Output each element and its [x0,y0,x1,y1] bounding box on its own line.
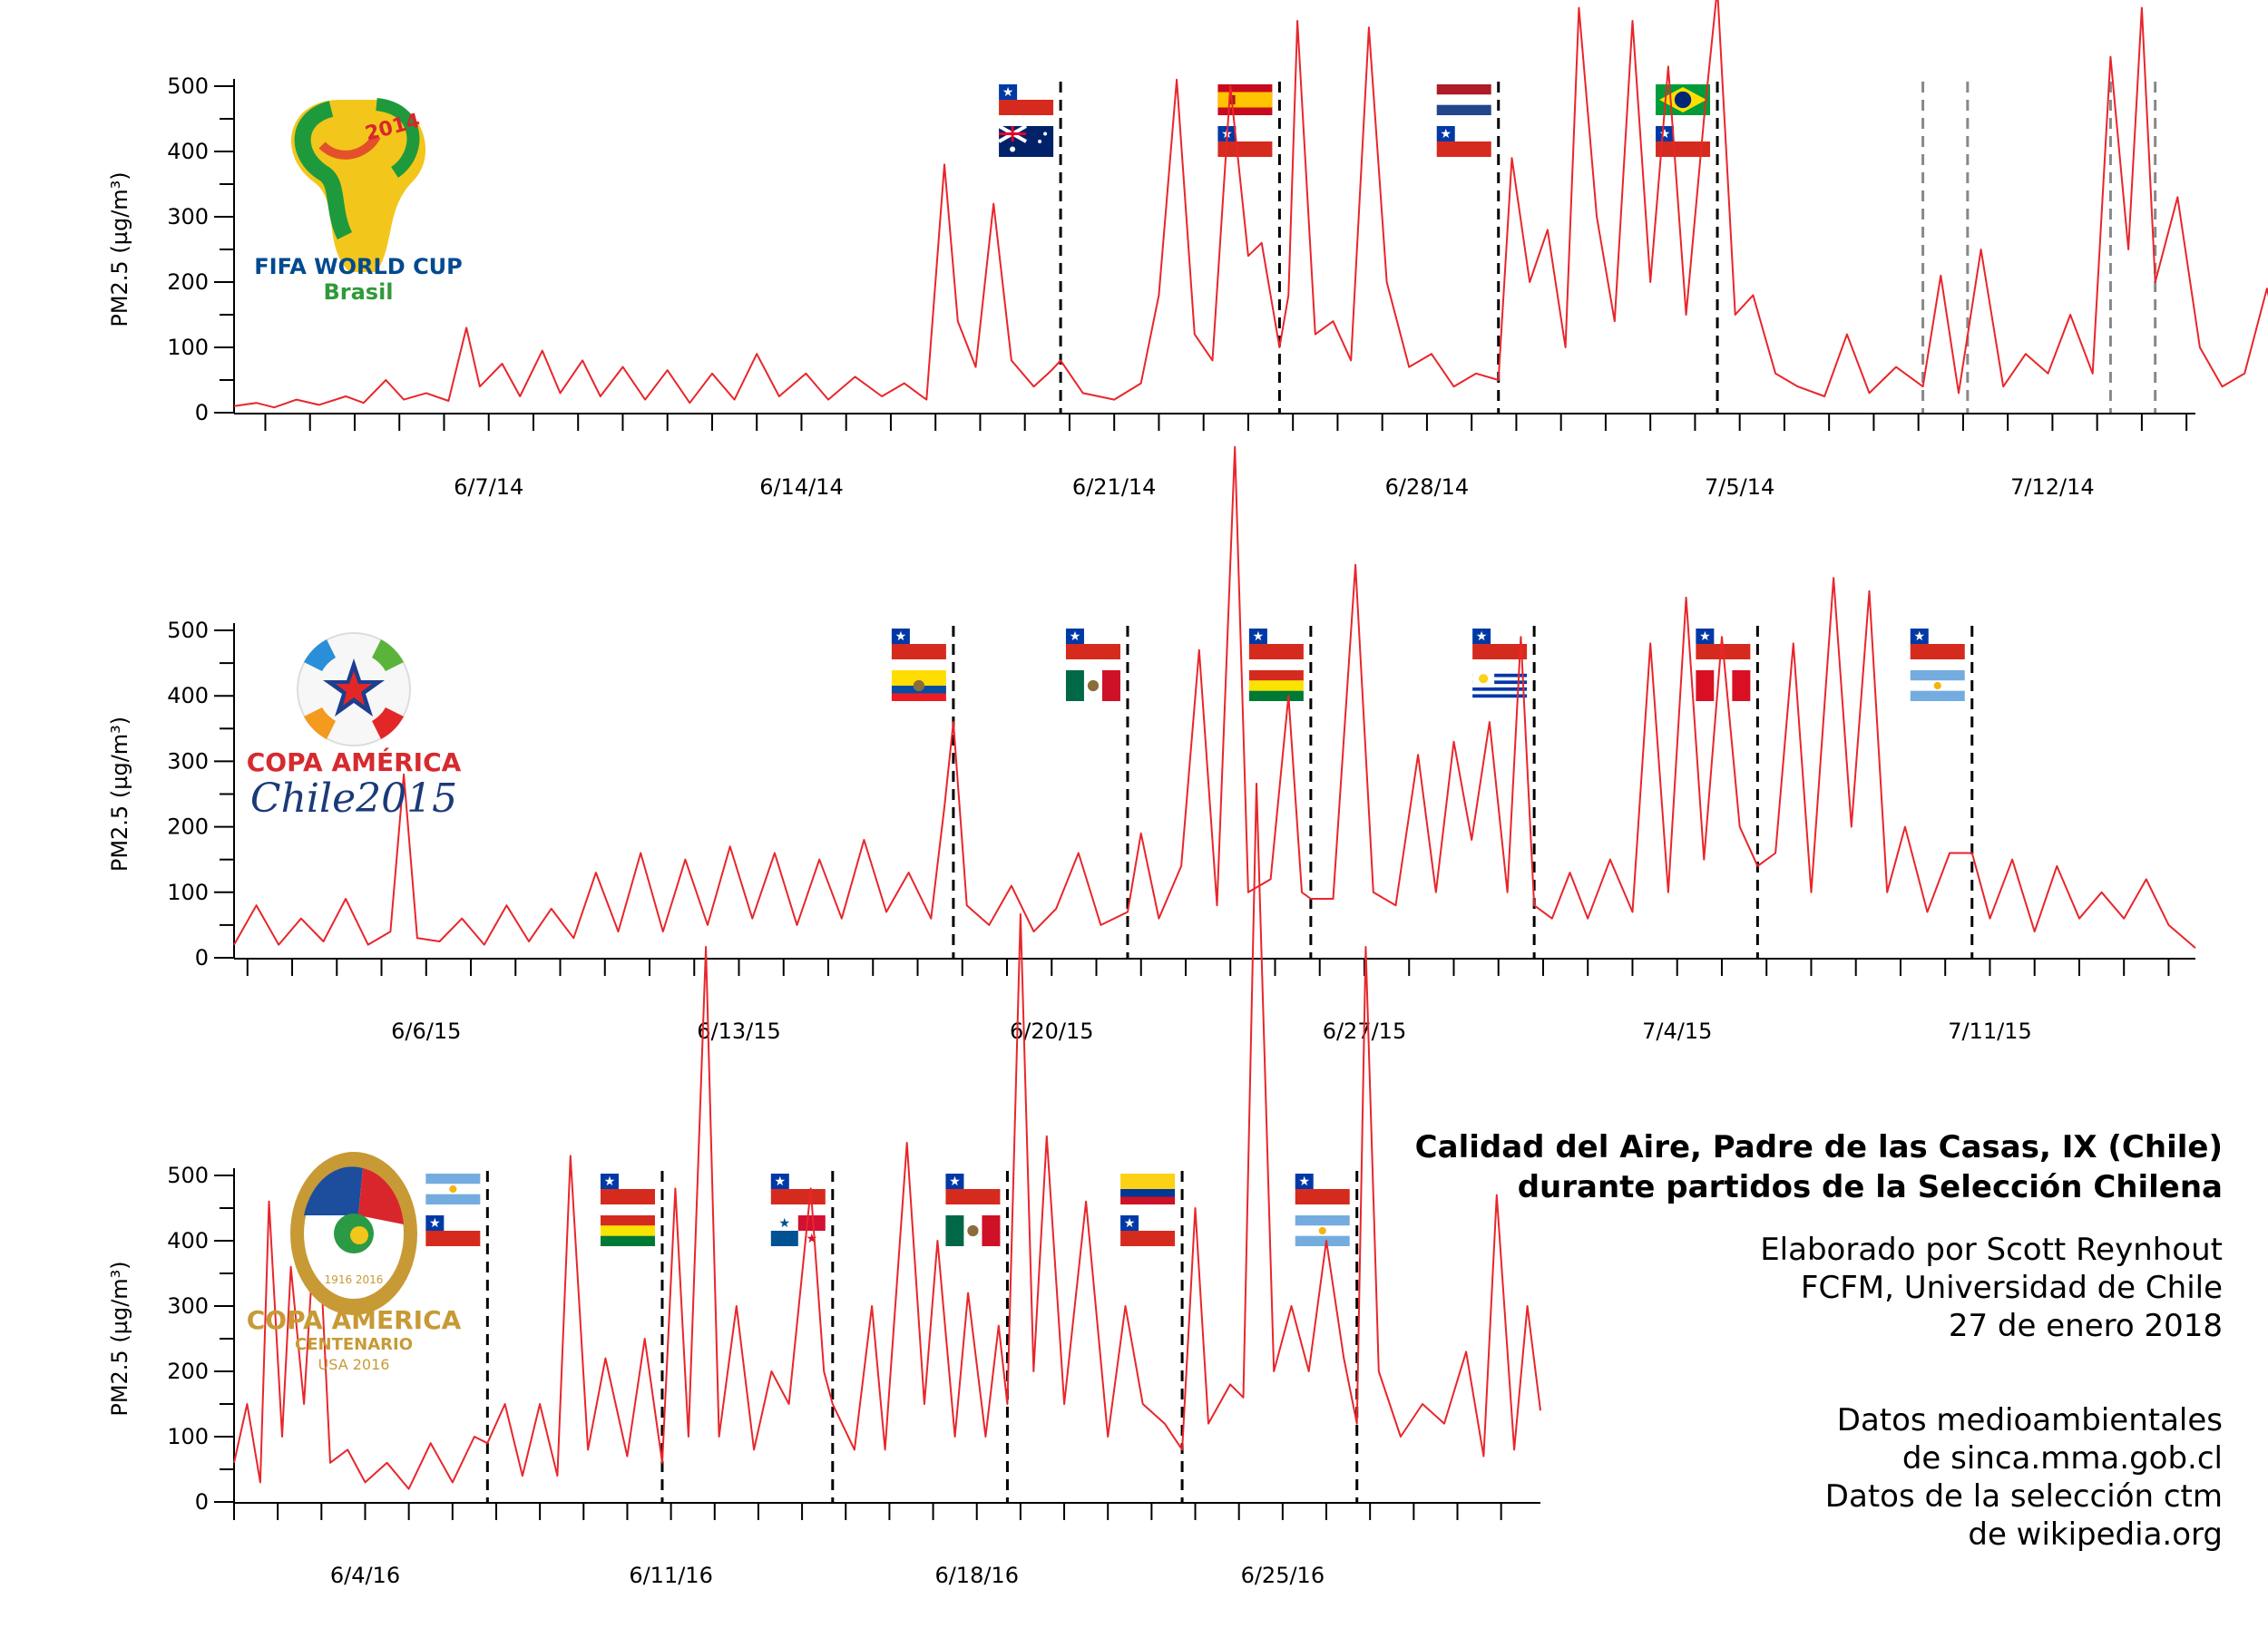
flag-chile-icon [425,1215,481,1246]
y-tick-label: 500 [167,1163,209,1188]
x-tick-label: 7/12/14 [2010,474,2095,500]
x-tick-label: 6/6/15 [391,1019,461,1044]
y-tick-label: 400 [167,683,209,708]
source-line-2: de sinca.mma.gob.cl [1901,1440,2223,1477]
flag-mexico-icon [1065,670,1120,701]
y-axis-label: PM2.5 (µg/m³) [107,1261,132,1416]
y-tick-label: 0 [195,945,209,970]
flag-chile-icon [945,1174,1001,1204]
source-line-1: Datos medioambientales [1836,1402,2223,1438]
flag-chile-icon [891,629,946,659]
fifa-world-cup-2014-logo: 2014 FIFA WORLD CUP Brasil [254,98,463,305]
flag-spain-icon [1217,84,1273,115]
y-tick-label: 300 [167,1293,209,1319]
flag-peru-icon [1696,670,1751,701]
flag-argentina-icon [1295,1215,1350,1246]
copa-america-centenario-2016-logo: 1916 2016 COPA AMERICA CENTENARIO USA 20… [247,1152,462,1373]
svg-text:USA 2016: USA 2016 [318,1356,390,1373]
x-tick-label: 6/7/14 [454,474,523,500]
y-tick-label: 0 [195,1489,209,1515]
x-tick-label: 6/28/14 [1385,474,1470,500]
y-tick-label: 0 [195,400,209,425]
flag-chile-icon [1295,1174,1350,1204]
y-tick-label: 300 [167,204,209,229]
panel-2014: 0 100 200 300 400 500 PM2.5 (µg/m³) 6/7/14 6/14/… [107,0,2268,500]
svg-text:FIFA WORLD CUP: FIFA WORLD CUP [254,254,463,279]
flag-chile-icon [1472,629,1528,659]
x-tick-label: 6/18/16 [934,1563,1019,1588]
flag-bolivia-icon [1248,670,1304,701]
credit: Elaborado por Scott Reynhout FCFM, Unive… [1760,1231,2223,1345]
svg-text:CENTENARIO: CENTENARIO [295,1335,413,1354]
source-line-4: de wikipedia.org [1968,1516,2223,1553]
data-source: Datos medioambientales de sinca.mma.gob.… [1825,1401,2223,1554]
svg-text:Brasil: Brasil [323,279,393,305]
y-tick-label: 500 [167,618,209,643]
y-tick-label: 100 [167,880,209,905]
x-tick-label: 6/21/14 [1072,474,1157,500]
flag-ecuador-icon [891,670,946,701]
title-line-2: durante partidos de la Selección Chilena [1517,1169,2223,1205]
flag-argentina-icon [1910,670,1965,701]
credit-line-2: FCFM, Universidad de Chile [1800,1270,2223,1306]
x-tick-label: 7/11/15 [1948,1019,2032,1044]
x-tick-label: 6/13/15 [697,1019,781,1044]
chart-title: Calidad del Aire, Padre de las Casas, IX… [1415,1127,2223,1207]
flag-chile-icon [1656,126,1711,157]
x-tick-label: 7/4/15 [1642,1019,1712,1044]
credit-line-3: 27 de enero 2018 [1948,1308,2223,1344]
flag-bolivia-icon [600,1215,655,1246]
flag-chile-icon [1120,1215,1176,1246]
panel-2016: 0 100 200 300 400 500 PM2.5 (µg/m³) 6/4/16 6/11/… [107,783,1541,1588]
flag-chile-icon [1910,629,1965,659]
panel-2015: 0 100 200 300 400 500 PM2.5 (µg/m³) 6/6/15 6/13/… [107,445,2196,1044]
flag-chile-icon [770,1174,826,1204]
y-tick-label: 100 [167,1424,209,1449]
svg-text:1916 2016: 1916 2016 [325,1273,384,1286]
y-tick-label: 100 [167,335,209,360]
y-tick-label: 500 [167,73,209,99]
y-axis-label: PM2.5 (µg/m³) [107,717,132,872]
y-tick-label: 200 [167,1359,209,1384]
flag-mexico-icon [945,1215,1001,1246]
y-tick-label: 300 [167,748,209,774]
pm25-series-line [233,445,2196,949]
copa-america-2015-logo: COPA AMÉRICA Chile2015 [247,632,462,822]
source-line-3: Datos de la selección ctm [1824,1478,2223,1515]
y-tick-label: 200 [167,269,209,295]
pm25-series-line [233,783,1541,1490]
flag-chile-icon [999,84,1054,115]
flag-chile-icon [600,1174,655,1204]
x-tick-label: 6/20/15 [1010,1019,1094,1044]
credit-line-1: Elaborado por Scott Reynhout [1760,1232,2223,1268]
flag-chile-icon [1065,629,1120,659]
flag-chile-icon [1436,126,1491,157]
x-tick-label: 6/25/16 [1241,1563,1325,1588]
y-tick-label: 200 [167,814,209,840]
x-tick-label: 6/14/14 [759,474,844,500]
svg-text:COPA AMERICA: COPA AMERICA [247,1305,462,1335]
flag-chile-icon [1217,126,1273,157]
flag-chile-icon [1248,629,1304,659]
x-tick-label: 6/4/16 [330,1563,400,1588]
y-tick-label: 400 [167,139,209,164]
x-tick-label: 7/5/14 [1705,474,1774,500]
y-tick-label: 400 [167,1228,209,1253]
flag-netherlands-icon [1436,84,1491,115]
x-tick-label: 6/11/16 [629,1563,713,1588]
title-line-1: Calidad del Aire, Padre de las Casas, IX… [1414,1129,2223,1165]
flag-colombia-icon [1120,1174,1176,1204]
flag-argentina-icon [425,1174,481,1204]
y-axis-label: PM2.5 (µg/m³) [107,171,132,327]
svg-text:COPA AMÉRICA: COPA AMÉRICA [247,746,462,777]
flag-panama-icon [770,1215,826,1246]
pm25-series-line [233,0,2268,409]
svg-text:Chile2015: Chile2015 [250,775,457,822]
flag-australia-icon [998,124,1054,157]
